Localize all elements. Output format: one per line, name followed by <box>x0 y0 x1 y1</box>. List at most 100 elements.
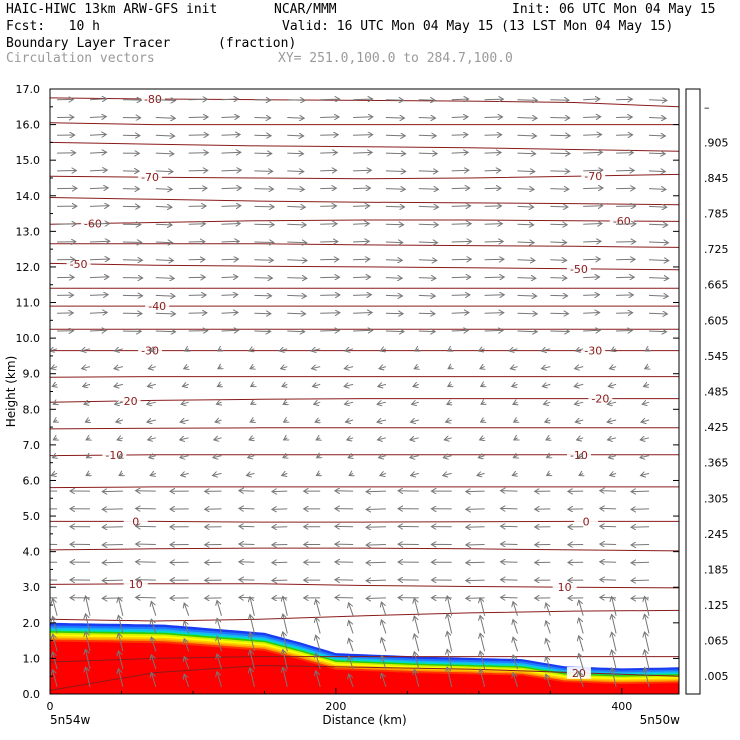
y-tick-label-15: 15.0 <box>16 154 41 167</box>
vector-120 <box>239 580 255 581</box>
contour-label-bg <box>140 92 165 105</box>
vector-290 <box>215 420 222 422</box>
contour-label-bg <box>588 392 613 405</box>
vector-467 <box>418 260 437 261</box>
vector-402 <box>155 313 176 314</box>
vector-586 <box>583 152 602 153</box>
vector-73 <box>579 618 584 634</box>
vector-229 <box>86 473 90 475</box>
vector-302 <box>607 420 617 422</box>
vector-457 <box>89 259 110 260</box>
vector-91 <box>546 603 551 616</box>
init-time: Init: 06 UTC Mon 04 May 15 <box>512 2 716 17</box>
vector-301 <box>575 420 584 422</box>
vector-406 <box>287 313 305 314</box>
contour-label-bg <box>116 394 141 407</box>
vector-78 <box>118 598 124 616</box>
vector-67 <box>381 620 387 634</box>
vector-469 <box>484 259 504 260</box>
vector-585 <box>550 153 570 154</box>
vector-228 <box>51 473 58 475</box>
vector-334 <box>413 384 419 386</box>
vector-405 <box>254 313 271 314</box>
vector-116 <box>102 580 123 581</box>
vector-445 <box>320 277 339 278</box>
vector-505 <box>418 224 439 225</box>
vector-474 <box>648 260 669 261</box>
vector-306 <box>115 402 124 404</box>
vector-3 <box>151 673 157 688</box>
vector-16 <box>579 671 584 688</box>
vector-332 <box>344 384 354 386</box>
vector-395 <box>550 331 569 332</box>
vector-76 <box>53 599 58 616</box>
model-title: HAIC-HIWC 13km ARW-GFS init <box>6 2 218 17</box>
vector-472 <box>583 259 600 260</box>
vector-74 <box>612 614 617 634</box>
vector-573 <box>155 153 174 154</box>
vector-314 <box>377 402 387 404</box>
contour-line-unlabeled-1 <box>50 141 679 152</box>
vector-254 <box>283 456 287 458</box>
vector-29 <box>381 656 387 670</box>
contour-label-bg <box>552 581 577 594</box>
vector-430 <box>451 295 470 296</box>
y-tick-label-7: 7.0 <box>23 439 41 452</box>
vector-450 <box>484 277 505 278</box>
vector-289 <box>180 420 189 422</box>
vector-465 <box>353 259 370 260</box>
vector-309 <box>216 402 221 404</box>
vector-580 <box>385 153 406 154</box>
vector-604 <box>550 135 570 136</box>
vector-316 <box>447 402 452 404</box>
vector-158 <box>239 544 255 545</box>
colorbar-label-3: .185 <box>704 563 729 576</box>
vector-340 <box>608 384 617 386</box>
vector-374 <box>479 349 485 351</box>
vector-626 <box>648 118 666 119</box>
vector-22 <box>151 655 157 670</box>
vector-633 <box>254 100 270 101</box>
vector-124 <box>366 580 386 581</box>
colorbar-label-10: .605 <box>704 314 729 327</box>
colorbar-label-15: .905 <box>704 136 729 149</box>
vector-427 <box>353 295 371 296</box>
vector-241 <box>477 473 485 475</box>
vector-547 <box>550 189 569 190</box>
vector-355 <box>480 367 485 369</box>
vector-568 <box>616 170 634 171</box>
vector-234 <box>247 473 255 475</box>
vector-473 <box>616 259 635 260</box>
vector-593 <box>188 135 209 136</box>
vector-488 <box>484 241 504 242</box>
vector-470 <box>517 260 536 261</box>
vector-554 <box>155 171 173 172</box>
y-tick-label-3: 3.0 <box>23 581 41 594</box>
y-tick-label-1: 1.0 <box>23 652 41 665</box>
vector-432 <box>517 295 537 296</box>
tracer-band-10 <box>50 641 679 694</box>
vector-369 <box>311 349 321 351</box>
vector-25 <box>250 650 255 670</box>
vector-81 <box>217 601 222 616</box>
y-tick-label-16: 16.0 <box>16 119 41 132</box>
colorbar-label-13: .785 <box>704 208 729 221</box>
vector-208 <box>631 509 650 510</box>
y-tick-label-10: 10.0 <box>16 332 41 345</box>
vector-311 <box>283 402 287 404</box>
vector-552 <box>89 170 107 171</box>
vector-561 <box>385 171 406 172</box>
vector-36 <box>612 650 617 670</box>
vector-535 <box>155 189 173 190</box>
colorbar-label-11: .665 <box>704 279 729 292</box>
vector-619 <box>418 118 436 119</box>
vector-26 <box>283 650 288 670</box>
vector-428 <box>385 295 403 296</box>
vector-17 <box>612 668 617 688</box>
vector-293 <box>315 420 320 422</box>
y-tick-label-6: 6.0 <box>23 474 41 487</box>
vector-294 <box>346 420 354 422</box>
colorbar-label-0: .005 <box>704 670 729 683</box>
vector-454 <box>616 277 634 278</box>
vector-444 <box>287 278 307 279</box>
